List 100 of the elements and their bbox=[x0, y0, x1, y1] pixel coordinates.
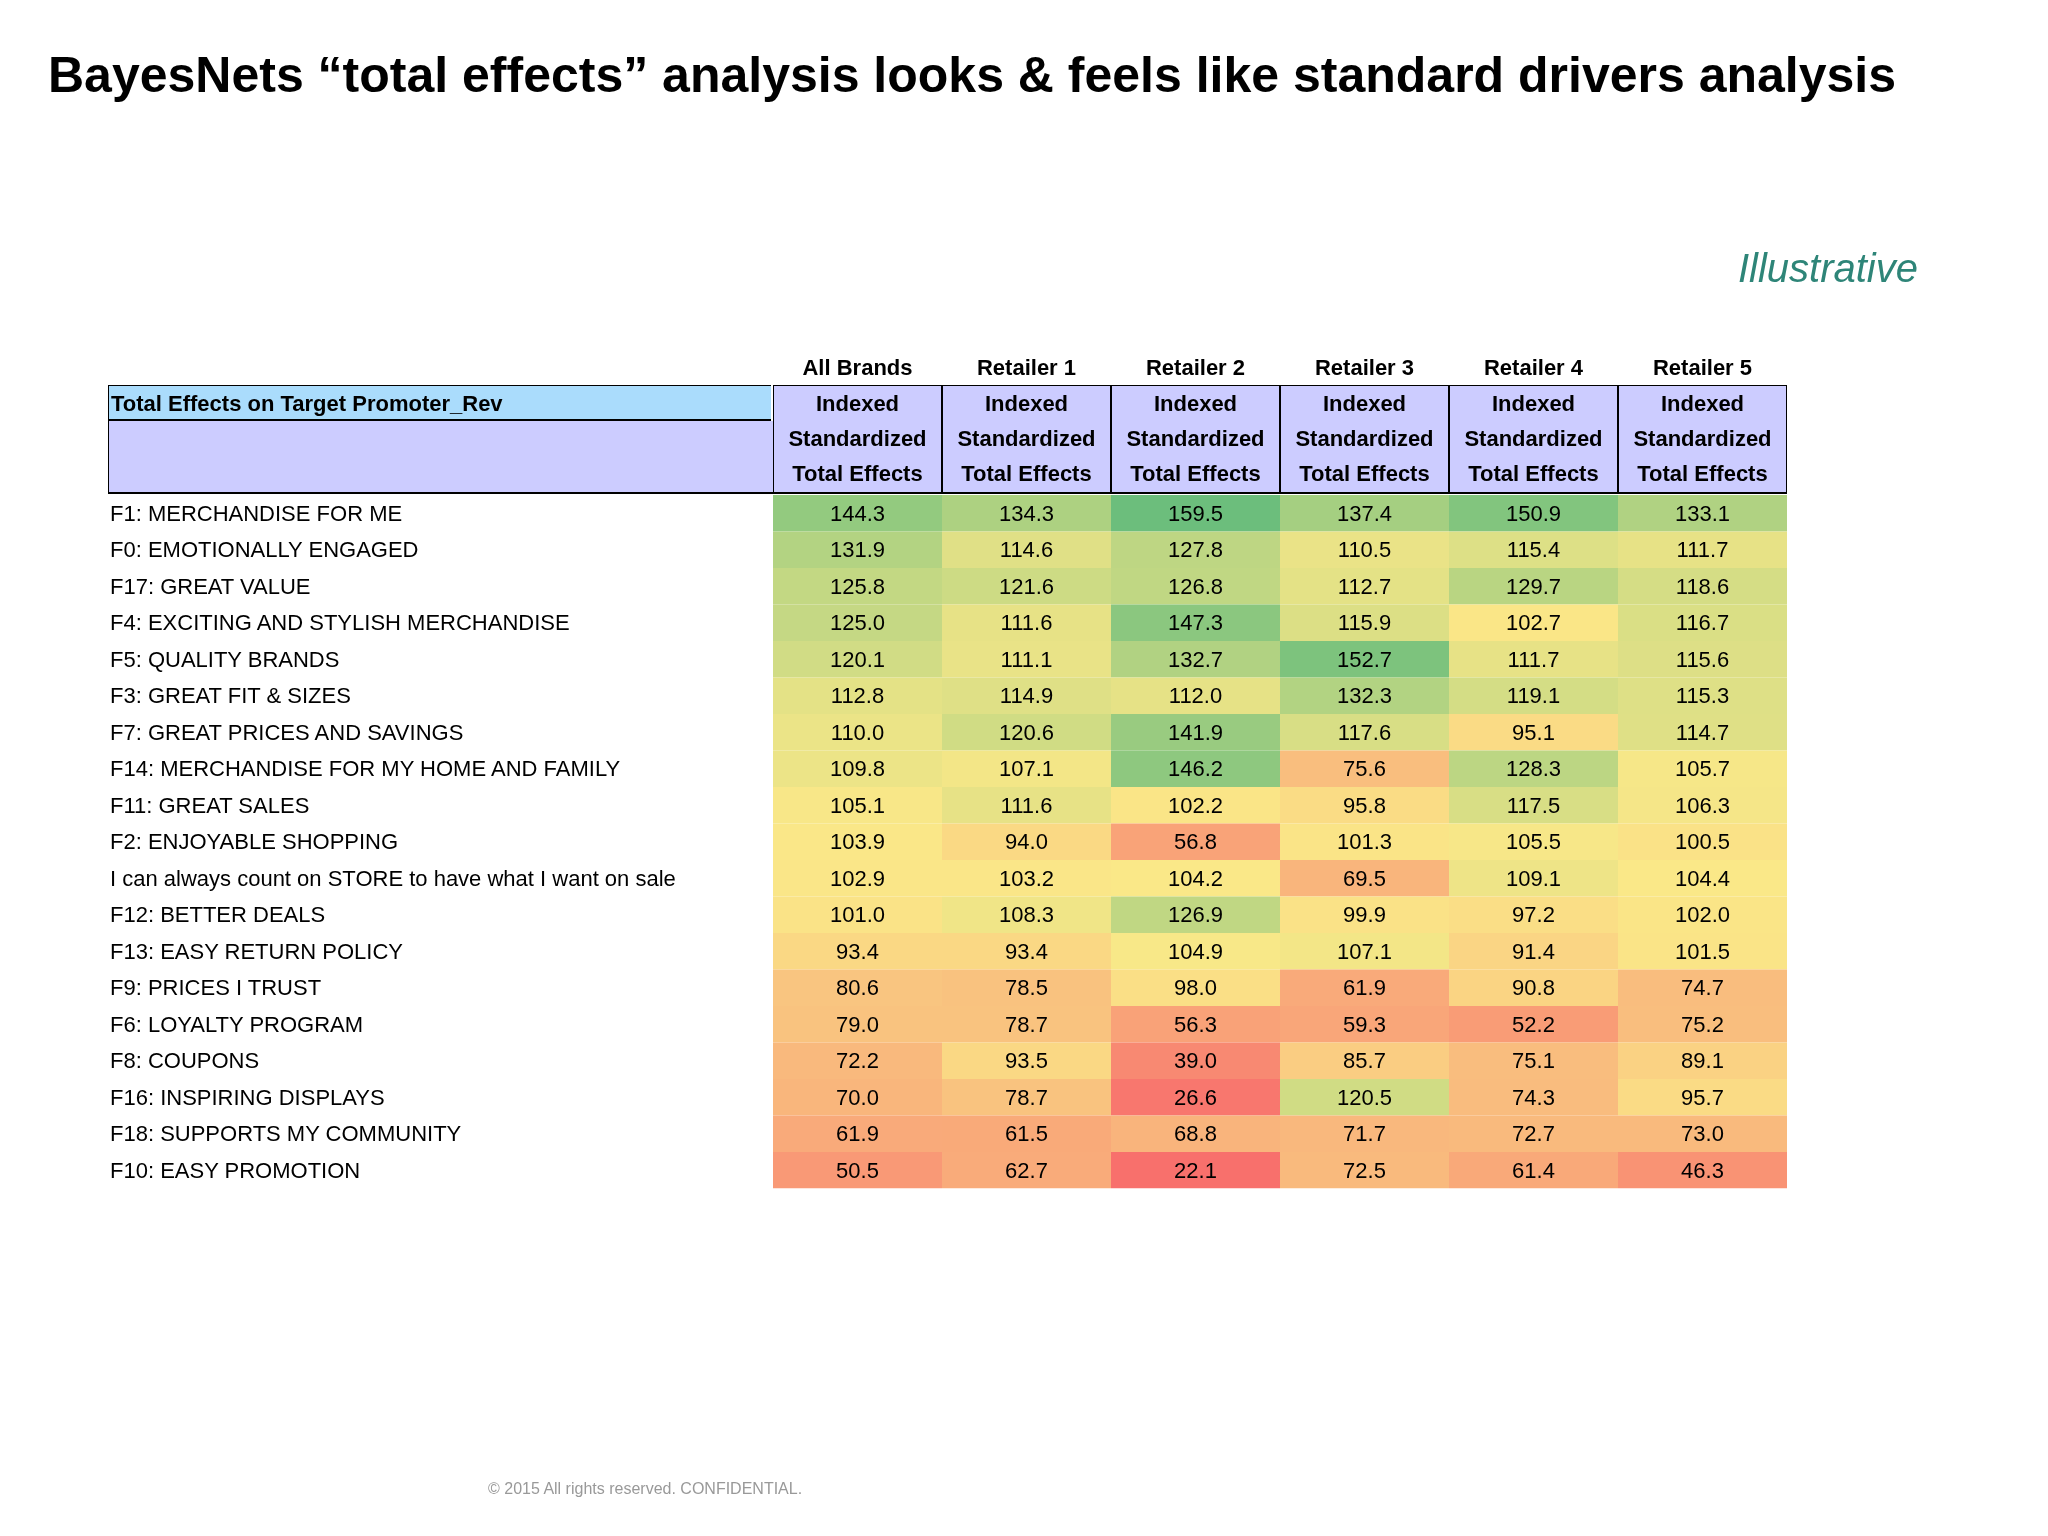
data-label: 56.3 bbox=[1174, 1011, 1217, 1037]
data-label: 94.0 bbox=[1005, 829, 1048, 855]
data-label: 152.7 bbox=[1336, 646, 1393, 672]
data-label: 117.5 bbox=[1506, 792, 1561, 818]
data-label: 102.0 bbox=[1674, 902, 1731, 928]
y-tick-label: F17: GREAT VALUE bbox=[110, 573, 311, 599]
data-label: 74.7 bbox=[1681, 975, 1724, 1001]
y-tick-label: F14: MERCHANDISE FOR MY HOME AND FAMILY bbox=[110, 756, 621, 782]
data-label: 132.3 bbox=[1336, 683, 1393, 709]
data-label: 46.3 bbox=[1681, 1157, 1724, 1183]
text: Indexed Standardized Total Effects bbox=[957, 391, 1096, 486]
data-label: 107.1 bbox=[1336, 938, 1393, 964]
data-label: 79.0 bbox=[836, 1011, 879, 1037]
data-label: 78.7 bbox=[1005, 1084, 1048, 1110]
data-label: 103.9 bbox=[829, 829, 886, 855]
y-tick-label: F8: COUPONS bbox=[110, 1048, 260, 1074]
data-label: 89.1 bbox=[1681, 1048, 1724, 1074]
data-label: 93.5 bbox=[1005, 1048, 1048, 1074]
y-tick-label: F12: BETTER DEALS bbox=[110, 902, 326, 928]
data-label: 115.9 bbox=[1337, 610, 1392, 636]
data-label: 74.3 bbox=[1512, 1084, 1555, 1110]
data-label: 150.9 bbox=[1505, 500, 1562, 526]
data-label: 78.5 bbox=[1005, 975, 1048, 1001]
data-label: 93.4 bbox=[1005, 938, 1048, 964]
data-label: 61.4 bbox=[1512, 1157, 1555, 1183]
data-label: 144.3 bbox=[829, 500, 886, 526]
data-label: 120.6 bbox=[998, 719, 1055, 745]
data-label: 69.5 bbox=[1343, 865, 1386, 891]
data-label: 115.3 bbox=[1675, 683, 1730, 709]
data-label: 22.1 bbox=[1174, 1157, 1217, 1183]
data-label: 102.2 bbox=[1167, 792, 1224, 818]
data-label: 105.5 bbox=[1505, 829, 1562, 855]
data-label: 111.1 bbox=[1000, 646, 1053, 672]
data-label: 100.5 bbox=[1674, 829, 1731, 855]
data-label: 111.7 bbox=[1507, 646, 1560, 672]
data-label: 109.1 bbox=[1505, 865, 1562, 891]
data-label: 72.7 bbox=[1512, 1121, 1555, 1147]
y-tick-label: F5: QUALITY BRANDS bbox=[110, 646, 340, 672]
data-label: 75.1 bbox=[1512, 1048, 1555, 1074]
data-label: 115.6 bbox=[1675, 646, 1730, 672]
data-label: 112.7 bbox=[1337, 573, 1392, 599]
data-label: 75.2 bbox=[1681, 1011, 1724, 1037]
data-label: 56.8 bbox=[1174, 829, 1217, 855]
text: © 2015 All rights reserved. CONFIDENTIAL. bbox=[488, 1480, 803, 1498]
x-axis-title: Indexed Standardized Total Effects bbox=[773, 385, 942, 494]
data-label: 126.9 bbox=[1167, 902, 1224, 928]
data-label: 111.7 bbox=[1676, 537, 1729, 563]
y-tick-label: F3: GREAT FIT & SIZES bbox=[110, 683, 351, 709]
data-label: 107.1 bbox=[998, 756, 1055, 782]
data-label: 71.7 bbox=[1343, 1121, 1386, 1147]
data-label: 131.9 bbox=[829, 537, 886, 563]
data-label: 105.1 bbox=[829, 792, 886, 818]
y-tick-label: F10: EASY PROMOTION bbox=[110, 1157, 361, 1183]
data-label: 73.0 bbox=[1681, 1121, 1724, 1147]
data-label: 61.9 bbox=[836, 1121, 879, 1147]
data-label: 141.9 bbox=[1167, 719, 1224, 745]
data-label: 137.4 bbox=[1336, 500, 1393, 526]
data-label: 101.5 bbox=[1674, 938, 1731, 964]
y-tick-label: F18: SUPPORTS MY COMMUNITY bbox=[110, 1121, 462, 1147]
data-label: 125.8 bbox=[829, 573, 886, 599]
data-label: 98.0 bbox=[1174, 975, 1217, 1001]
data-label: 111.6 bbox=[1000, 610, 1053, 636]
y-tick-label: F7: GREAT PRICES AND SAVINGS bbox=[110, 719, 464, 745]
data-label: 105.7 bbox=[1674, 756, 1731, 782]
y-tick-label: F1: MERCHANDISE FOR ME bbox=[110, 500, 403, 526]
data-label: 104.9 bbox=[1167, 938, 1224, 964]
data-label: 95.7 bbox=[1681, 1084, 1724, 1110]
data-label: 104.4 bbox=[1674, 865, 1731, 891]
data-label: 114.6 bbox=[999, 537, 1054, 563]
text: Indexed Standardized Total Effects bbox=[1633, 391, 1772, 486]
y-tick-label: F16: INSPIRING DISPLAYS bbox=[110, 1084, 385, 1110]
x-tick-label: Retailer 2 bbox=[1144, 354, 1247, 382]
data-label: 127.8 bbox=[1167, 537, 1224, 563]
data-label: 116.7 bbox=[1675, 610, 1730, 636]
y-tick-label: F2: ENJOYABLE SHOPPING bbox=[110, 829, 399, 855]
chart-title: BayesNets “total effects” analysis looks & feels like standard drivers analysis bbox=[48, 46, 1897, 104]
x-tick-label: Retailer 3 bbox=[1313, 354, 1416, 382]
y-tick-label: F13: EASY RETURN POLICY bbox=[110, 938, 404, 964]
data-label: 132.7 bbox=[1167, 646, 1224, 672]
data-label: 59.3 bbox=[1343, 1011, 1386, 1037]
data-label: 61.9 bbox=[1343, 975, 1386, 1001]
data-label: 80.6 bbox=[836, 975, 879, 1001]
data-label: 101.0 bbox=[829, 902, 886, 928]
data-label: 147.3 bbox=[1167, 610, 1224, 636]
data-label: 70.0 bbox=[836, 1084, 879, 1110]
y-tick-label: F9: PRICES I TRUST bbox=[110, 975, 322, 1001]
data-label: 39.0 bbox=[1174, 1048, 1217, 1074]
x-tick-label: Retailer 5 bbox=[1651, 354, 1754, 382]
data-label: 120.5 bbox=[1336, 1084, 1393, 1110]
data-label: 146.2 bbox=[1167, 756, 1224, 782]
data-label: 118.6 bbox=[1675, 573, 1730, 599]
data-label: 119.1 bbox=[1506, 683, 1561, 709]
data-label: 78.7 bbox=[1005, 1011, 1048, 1037]
data-label: 104.2 bbox=[1167, 865, 1224, 891]
data-label: 106.3 bbox=[1674, 792, 1731, 818]
text: Indexed Standardized Total Effects bbox=[1126, 391, 1265, 486]
data-label: 128.3 bbox=[1505, 756, 1562, 782]
data-label: 102.9 bbox=[829, 865, 886, 891]
data-label: 110.5 bbox=[1337, 537, 1392, 563]
text: Indexed Standardized Total Effects bbox=[1464, 391, 1603, 486]
